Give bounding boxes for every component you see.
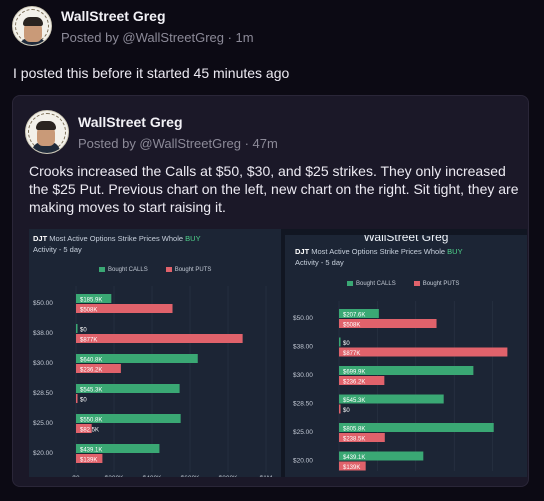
bar xyxy=(339,347,508,357)
data-label: $877K xyxy=(343,351,360,357)
avatar[interactable] xyxy=(12,6,52,46)
author-name[interactable]: WallStreet Greg xyxy=(61,7,166,24)
tick-label: $50.00 xyxy=(33,300,53,307)
tick-label: $50.00 xyxy=(293,315,313,322)
chart-title: DJT Most Active Options Strike Prices Wh… xyxy=(33,234,201,254)
bar xyxy=(76,444,160,453)
tick-label: $28.50 xyxy=(33,390,53,397)
data-label: $508K xyxy=(80,307,97,313)
tick-label: $20.00 xyxy=(293,458,313,465)
bar xyxy=(76,394,78,403)
quoted-avatar[interactable] xyxy=(25,110,69,154)
data-label: $545.3K xyxy=(343,398,365,404)
x-tick-label: $1M xyxy=(260,475,273,477)
data-label: $0 xyxy=(343,408,350,414)
bar xyxy=(339,337,341,347)
post-header: WallStreet Greg Posted by @WallStreetGre… xyxy=(12,6,254,46)
chart-watermark: WallStreet Greg xyxy=(363,235,449,244)
tick-label: $28.50 xyxy=(293,401,313,408)
bar xyxy=(76,334,243,343)
bar xyxy=(339,423,494,432)
tick-label: $38.00 xyxy=(293,344,313,351)
chart-panel-previous: DJT Most Active Options Strike Prices Wh… xyxy=(29,229,281,477)
data-label: $699.9K xyxy=(343,369,365,375)
quoted-post[interactable]: WallStreet Greg Posted by @WallStreetGre… xyxy=(12,95,529,487)
quoted-post-header: WallStreet Greg Posted by @WallStreetGre… xyxy=(25,110,278,154)
data-label: $82.5K xyxy=(80,427,99,433)
x-tick-label: $0 xyxy=(72,475,80,477)
x-tick-label: $200K xyxy=(105,475,124,477)
data-label: $0 xyxy=(80,327,87,333)
bar xyxy=(339,309,379,318)
tick-label: $30.00 xyxy=(33,360,53,367)
data-label: $439.1K xyxy=(80,447,102,453)
tick-label: $38.00 xyxy=(33,330,53,337)
quoted-author-name[interactable]: WallStreet Greg xyxy=(78,113,183,130)
bar xyxy=(76,304,173,313)
data-label: $139K xyxy=(80,457,97,463)
bar xyxy=(76,294,112,303)
data-label: $877K xyxy=(80,337,97,343)
data-label: $236.2K xyxy=(80,367,102,373)
bar xyxy=(339,319,437,328)
bar xyxy=(76,384,180,393)
data-label: $236.2K xyxy=(343,379,365,385)
x-tick-label: $800K xyxy=(219,475,238,477)
chart-legend: Bought CALLS Bought PUTS xyxy=(99,267,211,273)
post-text: I posted this before it started 45 minut… xyxy=(13,65,290,81)
data-label: $439.1K xyxy=(343,455,365,461)
bar xyxy=(339,461,366,471)
data-label: $0 xyxy=(343,341,350,347)
chart-image[interactable]: DJT Most Active Options Strike Prices Wh… xyxy=(29,229,527,477)
chart-title: DJT Most Active Options Strike Prices Wh… xyxy=(295,247,463,267)
bar xyxy=(76,454,103,463)
chart-legend: Bought CALLS Bought PUTS xyxy=(347,281,459,287)
bar xyxy=(339,451,424,461)
data-label: $238.5K xyxy=(343,436,365,442)
tick-label: $30.00 xyxy=(293,372,313,379)
data-label: $185.9K xyxy=(80,297,102,303)
data-label: $550.8K xyxy=(80,417,102,423)
quoted-post-meta: Posted by @WallStreetGreg · 47m xyxy=(78,135,278,151)
data-label: $805.8K xyxy=(343,426,365,432)
bar-chart-previous: $50.00 $185.9K $508K $38.00 $0 $877K $30.00 $64… xyxy=(33,286,273,477)
x-tick-label: $600K xyxy=(181,475,200,477)
bar-chart-new: $50.00 $207.6K $508K $38.00 $0 $877K $30.00 $69… xyxy=(293,301,508,471)
bar xyxy=(339,394,444,404)
tick-label: $20.00 xyxy=(33,450,53,457)
bar xyxy=(339,366,474,375)
chart-panel-new: WallStreet Greg DJT Most Active Options … xyxy=(285,235,527,477)
data-label: $508K xyxy=(343,322,360,328)
data-label: $640.8K xyxy=(80,357,102,363)
x-tick-label: $400K xyxy=(143,475,162,477)
bar xyxy=(76,324,78,333)
bar xyxy=(76,354,198,363)
bar xyxy=(76,424,92,433)
data-label: $139K xyxy=(343,465,360,471)
tick-label: $25.00 xyxy=(33,420,53,427)
post-meta: Posted by @WallStreetGreg · 1m xyxy=(61,29,254,45)
bar xyxy=(339,376,385,385)
data-label: $545.3K xyxy=(80,387,102,393)
bar xyxy=(339,433,385,442)
bar xyxy=(76,364,121,373)
tick-label: $25.00 xyxy=(293,429,313,436)
data-label: $207.6K xyxy=(343,312,365,318)
quoted-post-text: Crooks increased the Calls at $50, $30, … xyxy=(29,163,519,215)
bar xyxy=(339,404,341,414)
bar xyxy=(76,414,181,423)
data-label: $0 xyxy=(80,397,87,403)
